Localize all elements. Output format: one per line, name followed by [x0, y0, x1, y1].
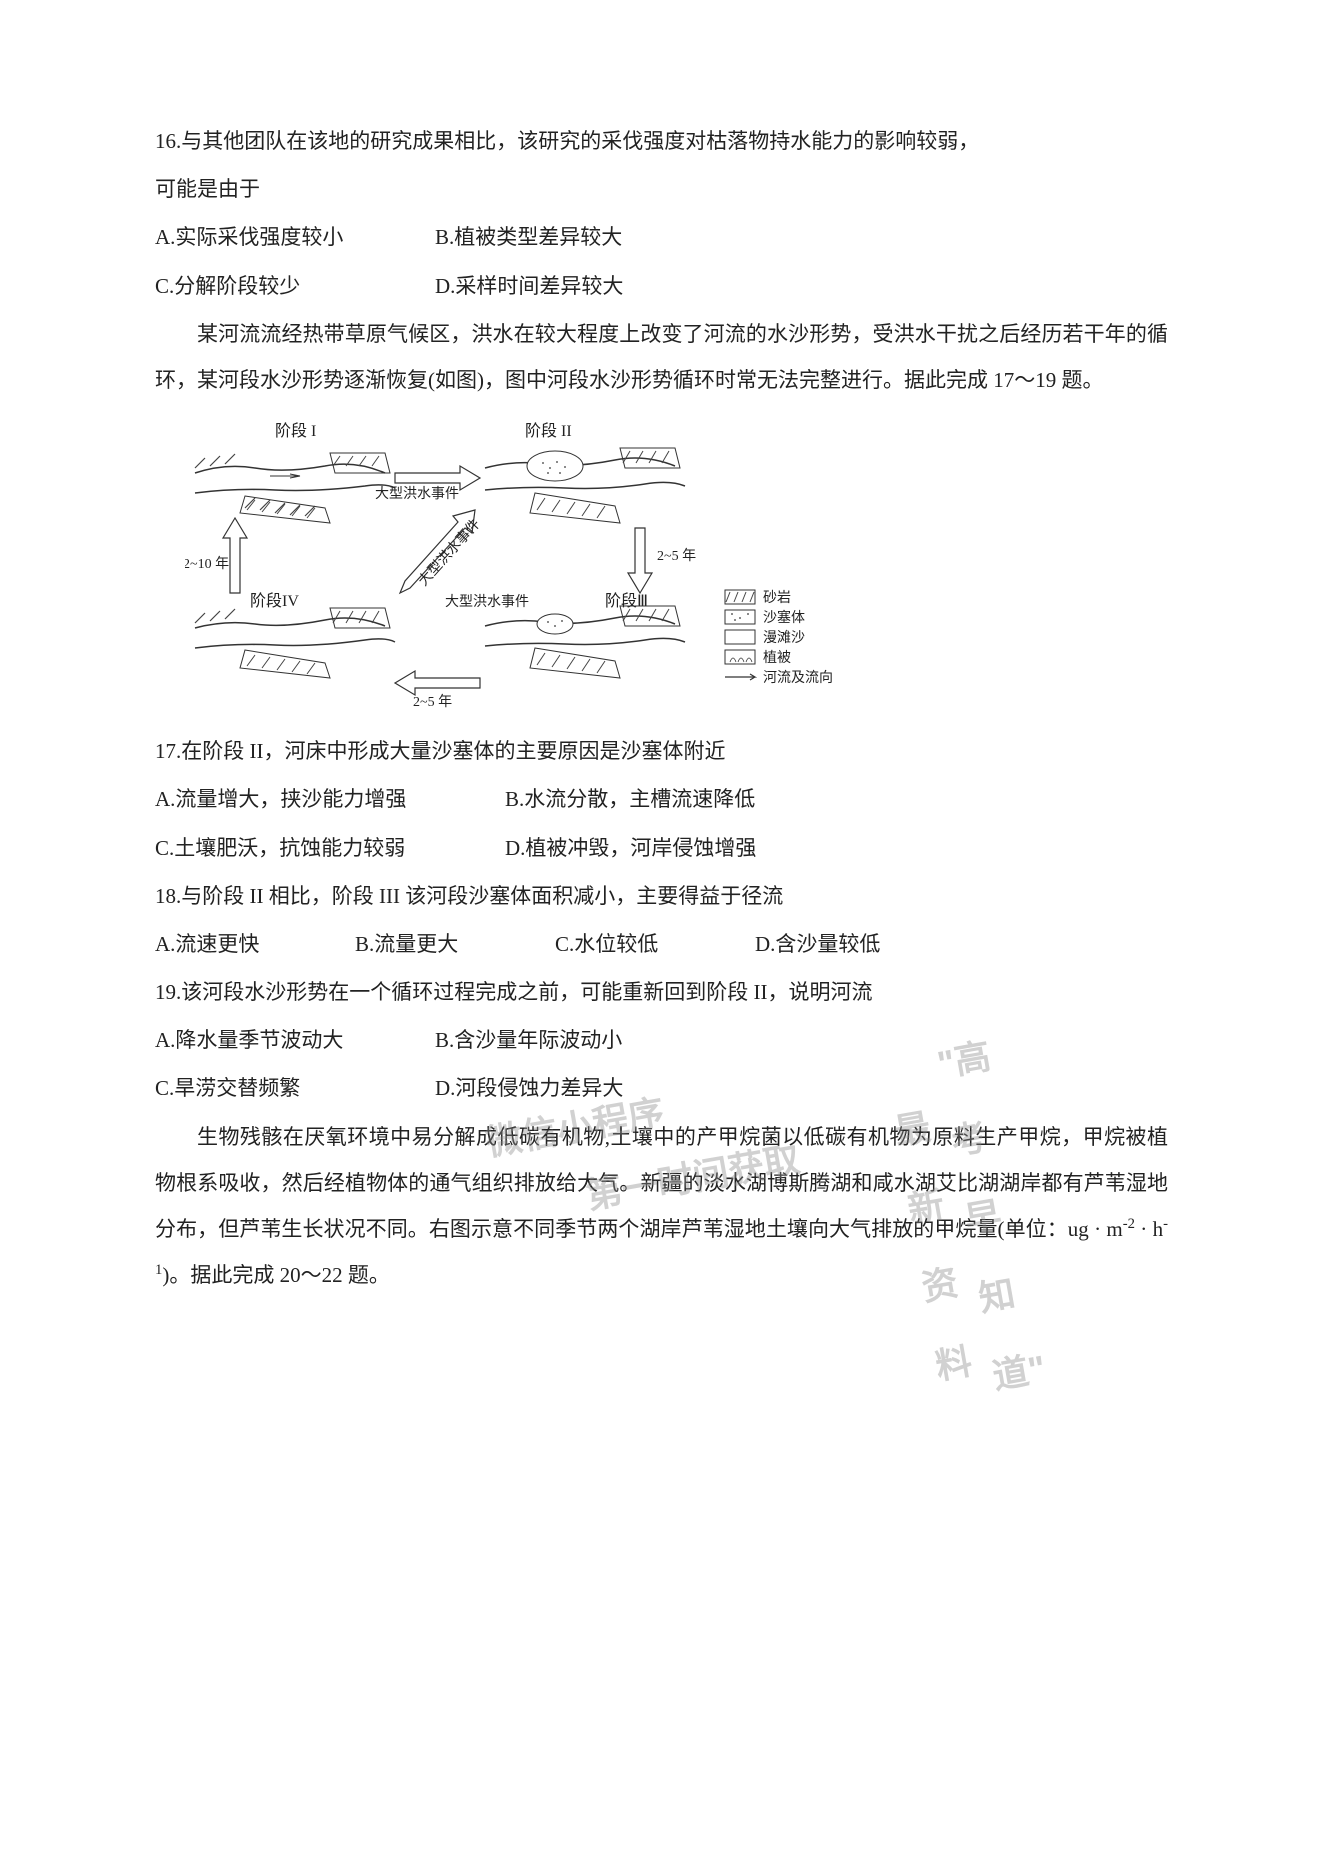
q17-option-a: A.流量增大，挟沙能力增强 [155, 776, 505, 822]
passage2-post: )。据此完成 20～22 题。 [162, 1263, 390, 1287]
q17-option-b: B.水流分散，主槽流速降低 [505, 776, 855, 822]
passage2-mid: · h [1135, 1217, 1163, 1241]
q16-stem-line2: 可能是由于 [155, 166, 1168, 212]
stage2-sketch [485, 448, 685, 523]
svg-text:2~5 年: 2~5 年 [413, 694, 452, 708]
bigflood-bottom-label: 大型洪水事件 [445, 594, 529, 610]
q17-options-row2: C.土壤肥沃，抗蚀能力较弱 D.植被冲毁，河岸侵蚀增强 [155, 825, 1168, 871]
svg-text:大型洪水事件: 大型洪水事件 [416, 516, 484, 589]
stage1-label: 阶段 I [275, 422, 316, 440]
q19-options-row2: C.旱涝交替频繁 D.河段侵蚀力差异大 [155, 1065, 1168, 1111]
arrow-4-to-1: 2~10 年 [185, 518, 247, 593]
arrow-2-to-3: 2~5 年 [628, 528, 696, 593]
q18-option-c: C.水位较低 [555, 921, 755, 967]
q16-stem-line1: 16.与其他团队在该地的研究成果相比，该研究的采伐强度对枯落物持水能力的影响较弱… [155, 118, 1168, 164]
q16-option-a: A.实际采伐强度较小 [155, 214, 435, 260]
passage-2: 生物残骸在厌氧环境中易分解成低碳有机物,土壤中的产甲烷菌以低碳有机物为原料生产甲… [155, 1114, 1168, 1299]
q19-option-c: C.旱涝交替频繁 [155, 1065, 435, 1111]
q18-options: A.流速更快 B.流量更大 C.水位较低 D.含沙量较低 [155, 921, 1168, 967]
q18-option-d: D.含沙量较低 [755, 921, 955, 967]
q19-option-a: A.降水量季节波动大 [155, 1017, 435, 1063]
svg-text:沙塞体: 沙塞体 [763, 609, 805, 626]
passage2-pre: 生物残骸在厌氧环境中易分解成低碳有机物,土壤中的产甲烷菌以低碳有机物为原料生产甲… [155, 1125, 1168, 1241]
q16-option-b: B.植被类型差异较大 [435, 214, 715, 260]
stage3-label: 阶段Ⅲ [605, 592, 648, 610]
q16-options-row1: A.实际采伐强度较小 B.植被类型差异较大 [155, 214, 1168, 260]
svg-text:河流及流向: 河流及流向 [763, 670, 833, 686]
svg-text:2~10 年: 2~10 年 [185, 556, 229, 572]
q19-option-b: B.含沙量年际波动小 [435, 1017, 715, 1063]
q18-stem: 18.与阶段 II 相比，阶段 III 该河段沙塞体面积减小，主要得益于径流 [155, 873, 1168, 919]
svg-text:砂岩: 砂岩 [763, 590, 791, 606]
diagram-legend: 砂岩 沙塞体 漫滩沙 植被 河流及流向 [725, 590, 833, 686]
svg-text:漫滩沙: 漫滩沙 [763, 630, 805, 646]
passage-1: 某河流流经热带草原气候区，洪水在较大程度上改变了河流的水沙形势，受洪水干扰之后经… [155, 311, 1168, 403]
river-cycle-diagram: 阶段 I 阶段 II 阶段Ⅲ 阶段IV [185, 418, 905, 708]
q18-option-b: B.流量更大 [355, 921, 555, 967]
q17-options-row1: A.流量增大，挟沙能力增强 B.水流分散，主槽流速降低 [155, 776, 1168, 822]
q16-option-c: C.分解阶段较少 [155, 263, 435, 309]
arrow-3-to-4: 2~5 年 [395, 671, 480, 708]
q16-options-row2: C.分解阶段较少 D.采样时间差异较大 [155, 263, 1168, 309]
q19-options-row1: A.降水量季节波动大 B.含沙量年际波动小 [155, 1017, 1168, 1063]
arrow-4-to-2-diagonal: 大型洪水事件 [400, 510, 484, 593]
q17-stem: 17.在阶段 II，河床中形成大量沙塞体的主要原因是沙塞体附近 [155, 728, 1168, 774]
q17-option-c: C.土壤肥沃，抗蚀能力较弱 [155, 825, 505, 871]
q16-option-d: D.采样时间差异较大 [435, 263, 715, 309]
q17-option-d: D.植被冲毁，河岸侵蚀增强 [505, 825, 855, 871]
passage2-sup1: -2 [1123, 1216, 1135, 1232]
svg-text:2~5 年: 2~5 年 [657, 548, 696, 564]
svg-text:植被: 植被 [763, 650, 791, 666]
exam-page-content: 16.与其他团队在该地的研究成果相比，该研究的采伐强度对枯落物持水能力的影响较弱… [155, 118, 1168, 1298]
svg-text:大型洪水事件: 大型洪水事件 [375, 486, 459, 502]
diagram-svg: 阶段 I 阶段 II 阶段Ⅲ 阶段IV [185, 418, 905, 708]
stage1-sketch [195, 453, 395, 523]
q18-option-a: A.流速更快 [155, 921, 355, 967]
q19-stem: 19.该河段水沙形势在一个循环过程完成之前，可能重新回到阶段 II，说明河流 [155, 969, 1168, 1015]
stage2-label: 阶段 II [525, 422, 572, 440]
q19-option-d: D.河段侵蚀力差异大 [435, 1065, 715, 1111]
arrow-1-to-2: 大型洪水事件 [375, 466, 480, 502]
stage3-sketch [485, 606, 685, 678]
stage4-label: 阶段IV [250, 592, 299, 610]
stage4-sketch [195, 608, 395, 678]
